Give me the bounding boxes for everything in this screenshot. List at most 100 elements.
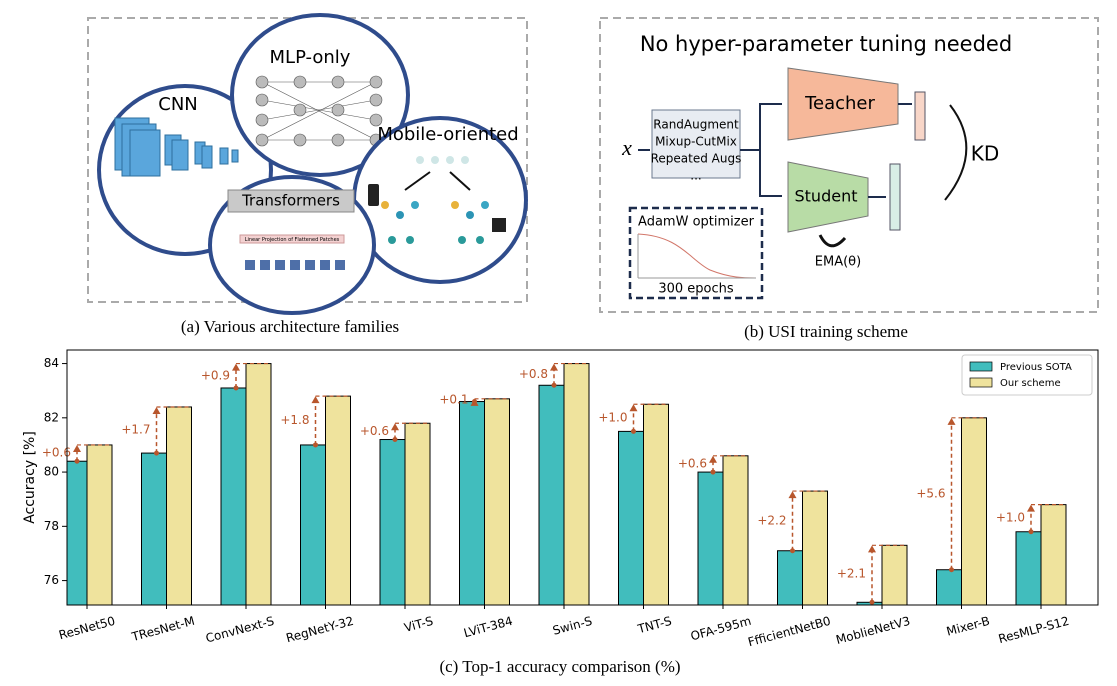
bar (166, 406, 192, 605)
ema-arrow (818, 234, 847, 248)
arrow-head (1027, 504, 1035, 512)
arrow-head (947, 417, 956, 425)
bar (563, 363, 590, 605)
mlp-circle (230, 13, 410, 177)
improvement-label: +2.1 (837, 566, 866, 580)
panel-a: CNN MLP-only Mobile-oriented Transformer… (87, 13, 528, 336)
bar (961, 417, 987, 605)
x-tick-label: FfficientNetB0 (746, 614, 832, 650)
arrow-head (73, 444, 81, 452)
arrow-base (154, 450, 159, 456)
mobile-icon (368, 156, 506, 244)
kd-label: KD (971, 142, 1000, 166)
arrow-head (232, 363, 240, 371)
improvement-label: +1.7 (121, 423, 150, 437)
y-axis-label: Accuracy [%] (22, 431, 38, 524)
bar (881, 544, 908, 605)
optimizer-box (628, 206, 764, 300)
arrow-head (868, 545, 876, 553)
arrow-base (392, 437, 398, 443)
ema-label: EMA(θ) (815, 255, 861, 270)
transformer-block (227, 189, 355, 213)
caption-a: (a) Various architecture families (181, 317, 399, 336)
bar (300, 444, 326, 605)
teacher-block (787, 67, 899, 141)
bar (484, 398, 510, 605)
epochs-label: 300 epochs (658, 282, 734, 297)
bar (220, 387, 247, 605)
arrow-head (709, 455, 717, 463)
x-tick-label: TNT-S (635, 614, 673, 637)
bar (1015, 531, 1042, 605)
improvement-label: +1.0 (996, 511, 1025, 525)
mlp-icon (255, 75, 383, 147)
x-tick-label: Swin-S (551, 614, 594, 638)
x-tick-label: ViT-S (403, 614, 435, 635)
panel-b-title: No hyper-parameter tuning needed (640, 32, 1012, 56)
aug-item: ... (690, 169, 701, 183)
arrow-base (869, 599, 875, 605)
optimizer-label: AdamW optimizer (638, 215, 755, 230)
improvement-label: +1.0 (598, 410, 627, 424)
legend-frame (961, 354, 1093, 396)
arrow-head (311, 396, 320, 404)
improvement-label: +2.2 (757, 513, 786, 527)
arrows (740, 103, 782, 197)
legend-label: Previous SOTA (1000, 362, 1072, 373)
x-tick-label: TResNet-M (129, 614, 196, 644)
kd-arrow (944, 104, 968, 201)
bars (67, 363, 1067, 605)
arrow-head (391, 423, 399, 431)
mobile-label: Mobile-oriented (377, 124, 518, 145)
improvement-label: +0.6 (678, 456, 707, 470)
arrow-base (74, 458, 80, 464)
arrow-base (233, 385, 239, 391)
bar (404, 422, 431, 605)
legend-swatch (969, 377, 993, 388)
x-tick-label: RegNetY-32 (285, 614, 356, 645)
x-tick-label: OFA-595m (689, 614, 753, 644)
improvement-label: +0.6 (360, 424, 389, 438)
panel-b-frame (599, 17, 1099, 313)
x-tick-label: ResMLP-S12 (997, 614, 1071, 646)
student-output (889, 163, 901, 231)
y-tick-label: 76 (44, 573, 59, 587)
arrow-head (550, 363, 558, 371)
bar (538, 384, 565, 605)
bar (67, 460, 88, 605)
legend-swatch (969, 361, 993, 372)
patches (245, 260, 345, 270)
x-tick-label: ResNet50 (57, 614, 116, 642)
bar (379, 439, 406, 605)
arrow-base (551, 382, 557, 388)
plot-frame (66, 349, 1099, 606)
cnn-icon (114, 117, 239, 177)
y-tick-label: 82 (44, 410, 59, 424)
bar (697, 471, 724, 605)
input-x: x (621, 135, 632, 160)
panel-b: No hyper-parameter tuning needed x RandA… (599, 17, 1099, 341)
aug-item: RandAugment (653, 118, 739, 132)
bar (643, 403, 669, 605)
bar (86, 444, 113, 605)
aug-item: Repeated Augs (651, 152, 742, 166)
cnn-label: CNN (158, 94, 198, 115)
bar (722, 455, 749, 605)
aug-box (651, 109, 741, 179)
caption-b: (b) USI training scheme (744, 322, 908, 341)
teacher-output (914, 91, 926, 141)
transformers-label: Transformers (241, 192, 340, 210)
bar (245, 363, 272, 605)
improvement-label: +5.6 (916, 486, 945, 500)
aug-item: Mixup-CutMix (655, 135, 737, 149)
arrow-base (631, 428, 636, 434)
mlp-label: MLP-only (270, 47, 351, 68)
improvement-label: +0.6 (42, 446, 71, 460)
x-tick-label: LViT-384 (462, 614, 514, 640)
bar (777, 550, 803, 605)
y-tick-label: 78 (44, 519, 59, 533)
bar (141, 452, 167, 605)
bar (459, 401, 485, 605)
x-tick-label: MoblieNetV3 (834, 614, 911, 647)
